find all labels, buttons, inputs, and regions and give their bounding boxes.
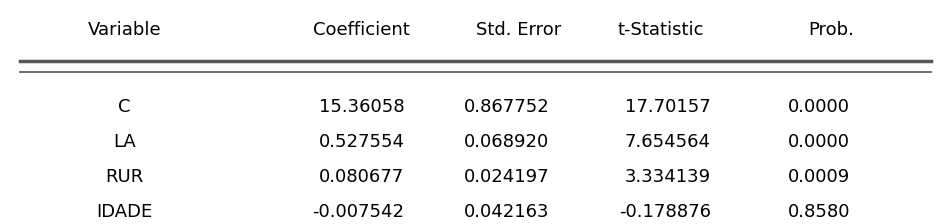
Text: 0.042163: 0.042163 [464, 203, 550, 221]
Text: IDADE: IDADE [97, 203, 153, 221]
Text: -0.007542: -0.007542 [312, 203, 404, 221]
Text: LA: LA [113, 133, 136, 151]
Text: 17.70157: 17.70157 [625, 98, 710, 116]
Text: 0.024197: 0.024197 [464, 168, 550, 186]
Text: 0.0000: 0.0000 [788, 98, 850, 116]
Text: 0.0000: 0.0000 [788, 133, 850, 151]
Text: 3.334139: 3.334139 [625, 168, 710, 186]
Text: 0.527554: 0.527554 [319, 133, 404, 151]
Text: Std. Error: Std. Error [476, 21, 561, 39]
Text: Coefficient: Coefficient [313, 21, 410, 39]
Text: 0.0009: 0.0009 [787, 168, 850, 186]
Text: Variable: Variable [87, 21, 162, 39]
Text: RUR: RUR [106, 168, 144, 186]
Text: 7.654564: 7.654564 [625, 133, 710, 151]
Text: t-Statistic: t-Statistic [617, 21, 704, 39]
Text: 15.36058: 15.36058 [319, 98, 404, 116]
Text: 0.867752: 0.867752 [464, 98, 550, 116]
Text: Prob.: Prob. [808, 21, 854, 39]
Text: C: C [119, 98, 131, 116]
Text: -0.178876: -0.178876 [619, 203, 710, 221]
Text: 0.080677: 0.080677 [320, 168, 404, 186]
Text: 0.068920: 0.068920 [464, 133, 550, 151]
Text: 0.8580: 0.8580 [787, 203, 850, 221]
